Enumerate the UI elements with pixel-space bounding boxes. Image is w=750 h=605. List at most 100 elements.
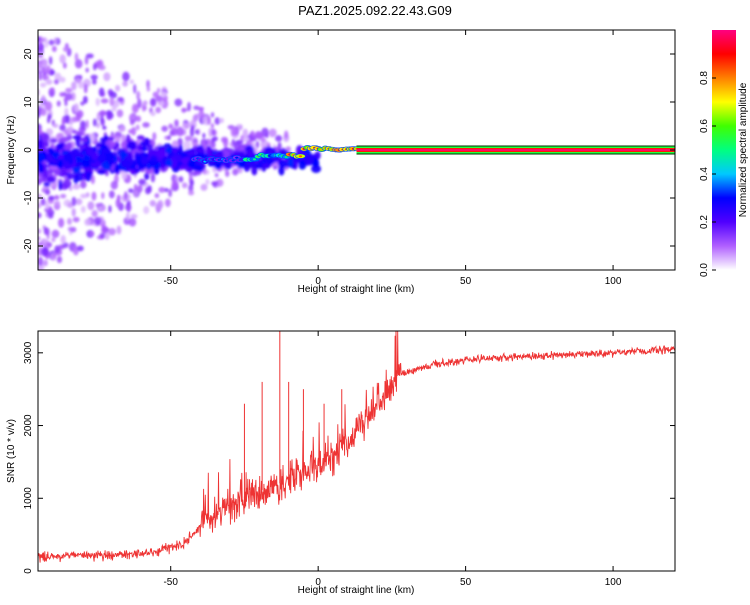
spectrogram-cell xyxy=(48,56,53,65)
spectrogram-cell xyxy=(269,129,276,138)
spectrogram-cell xyxy=(118,126,126,133)
colorbar-tick-label: 0.6 xyxy=(699,119,710,133)
snr-x-tick-label: 50 xyxy=(460,577,472,588)
spectrogram-cell xyxy=(238,124,243,131)
spectrogram-cell xyxy=(232,168,239,176)
spectrogram-cell xyxy=(111,106,117,112)
spectrogram-cell xyxy=(61,136,69,143)
spectrogram-cell xyxy=(58,76,66,83)
spectrogram-cell xyxy=(176,126,184,137)
spectrogram-cell xyxy=(59,92,66,97)
spectrogram-cell xyxy=(73,174,79,185)
spectrogram-cell xyxy=(193,164,203,171)
spectrogram-cell xyxy=(165,158,173,168)
spectrogram-cell xyxy=(211,181,219,186)
spectrogram-cell xyxy=(184,135,193,142)
spectrogram-cell xyxy=(57,143,64,150)
spectrogram-cell xyxy=(143,137,150,147)
spectrogram-cell xyxy=(233,141,242,152)
spectrogram-cell xyxy=(101,227,110,233)
spectrogram-cell xyxy=(44,189,51,196)
spectrogram-cell xyxy=(48,195,55,201)
spectrogram-cell xyxy=(136,135,145,141)
spectrogram-cell xyxy=(160,91,167,97)
spectrogram-cell xyxy=(54,245,61,253)
spectrogram-cell xyxy=(255,140,260,149)
spectrogram-cell xyxy=(114,131,122,139)
spectrogram-cell xyxy=(45,79,53,85)
spectrogram-cell xyxy=(71,148,80,155)
spectrogram-cell xyxy=(303,155,314,161)
spectrogram-cell xyxy=(45,203,50,210)
spectrogram-cell xyxy=(288,157,294,168)
spectrogram-cell xyxy=(71,208,76,217)
spectrogram-cell xyxy=(110,141,117,147)
spectrogram-cell xyxy=(85,53,94,59)
spectrogram-cell xyxy=(157,200,164,209)
spectrogram-cell xyxy=(260,137,266,143)
spectrogram-x-axis-label: Height of straight line (km) xyxy=(298,284,415,295)
spectrogram-cell xyxy=(90,74,98,80)
spectrogram-cell xyxy=(200,183,208,191)
spectrogram-cell xyxy=(45,227,50,236)
spectrogram-cell xyxy=(69,117,73,126)
spectrogram-y-tick-label: -20 xyxy=(23,238,34,253)
spectrogram-cell xyxy=(125,212,130,221)
spectrogram-cell xyxy=(131,126,137,136)
spectrogram-cell xyxy=(38,212,42,219)
snr-y-tick-label: 0 xyxy=(23,568,34,574)
spectrogram-cell xyxy=(75,112,82,122)
spectrogram-cell xyxy=(140,156,149,165)
spectrogram-cell xyxy=(90,174,95,185)
spectrogram-cell xyxy=(114,84,121,92)
signal-band-core xyxy=(356,149,675,151)
spectrogram-cell xyxy=(142,122,150,128)
spectrogram-cell xyxy=(80,101,85,106)
spectrogram-cell xyxy=(44,38,49,49)
spectrogram-cell xyxy=(39,103,45,109)
spectrogram-cell xyxy=(128,217,137,227)
spectrogram-cell xyxy=(222,150,231,158)
spectrogram-cell xyxy=(188,184,194,193)
spectrogram-cell xyxy=(188,190,195,196)
spectrogram-cell xyxy=(59,124,66,131)
spectrogram-cell xyxy=(77,131,85,136)
colorbar: 0.0 0.2 0.4 0.6 0.8 Normalized spectral ampl… xyxy=(699,30,749,277)
spectrogram-ticks: -50 0 50 100 -20 -10 0 10 20 xyxy=(23,30,675,287)
spectrogram-cell xyxy=(195,147,206,155)
spectrogram-cell xyxy=(167,135,171,140)
spectrogram-cell xyxy=(238,151,245,157)
spectrogram-cell xyxy=(80,160,91,169)
spectrogram-cell xyxy=(38,71,43,81)
spectrogram-cell xyxy=(133,83,137,94)
spectrogram-cell xyxy=(205,145,212,157)
spectrogram-cell xyxy=(44,60,48,70)
spectrogram-cell xyxy=(110,180,118,190)
spectrogram-cell xyxy=(101,192,105,200)
spectrogram-cell xyxy=(311,164,322,173)
spectrogram-cell xyxy=(82,154,91,162)
spectrogram-x-tick-label: 0 xyxy=(315,276,321,287)
spectrogram-cell xyxy=(46,176,56,183)
snr-x-tick-label: -50 xyxy=(163,577,178,588)
spectrogram-cell xyxy=(168,188,173,198)
spectrogram-cell xyxy=(91,210,98,218)
spectrogram-cell xyxy=(75,78,82,84)
spectrogram-cell xyxy=(196,106,205,111)
spectrogram-cell xyxy=(53,200,61,206)
spectrogram-cell xyxy=(202,139,206,149)
spectrogram-x-tick-label: 100 xyxy=(605,276,622,287)
spectrogram-cell xyxy=(314,151,321,160)
spectrogram-cell xyxy=(100,114,104,125)
spectrogram-cell xyxy=(137,184,143,193)
spectrogram-cell xyxy=(89,231,95,237)
spectrogram-cell xyxy=(102,125,107,130)
spectrogram-cell xyxy=(47,147,54,155)
spectrogram-cell xyxy=(95,97,100,107)
spectrogram-cell xyxy=(252,158,257,161)
spectrogram-cell xyxy=(158,186,166,193)
spectrogram-cell xyxy=(164,198,171,208)
spectrogram-cell xyxy=(96,112,100,122)
spectrogram-cell xyxy=(137,92,141,98)
spectrogram-cell xyxy=(98,64,106,71)
